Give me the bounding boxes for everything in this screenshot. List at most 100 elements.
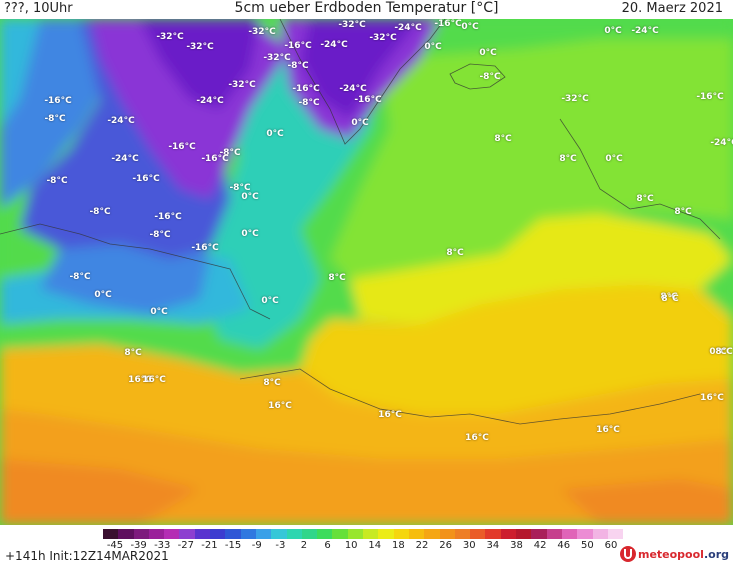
temperature-label: 0°C [605,154,623,164]
temperature-labels: -32°C -32°C -32°C -16°C -24°C -32°C -32°C -8°C -… [0,19,733,525]
color-scale-swatch [485,529,501,539]
temperature-label: -32°C [561,94,589,104]
color-scale-swatch [561,529,578,539]
temperature-label: 16°C [596,425,620,435]
temperature-label: -24°C [394,23,422,33]
color-scale-tick: 6 [324,540,331,551]
zone-orange-yellow [0,344,733,459]
color-scale-swatch [210,529,226,539]
temperature-label: -16°C [191,243,219,253]
init-time-label: +141h Init:12Z14MAR2021 [5,549,169,563]
color-scale-swatch [393,529,409,539]
color-scale-swatch [118,529,134,539]
temperature-label: -8°C [46,176,68,186]
temperature-label: -32°C [369,33,397,43]
temperature-map [0,19,733,525]
color-scale-swatch [408,529,425,539]
color-scale-swatch [516,529,532,539]
color-scale-swatch [317,529,333,539]
color-scale-tick: -9 [251,540,262,551]
color-scale-tick: 50 [581,540,594,551]
temperature-label: -24°C [339,84,367,94]
europe-coast [559,118,721,240]
color-scale-swatch [103,529,119,539]
temperature-label: -24°C [710,138,733,148]
map-footer: -45 -39 -33 -27 -21 -15 -9 -3 2 6 10 14 18 22 26 30 34 38… [0,525,733,566]
color-scale-ticks: -45 -39 -33 -27 -21 -15 -9 -3 2 6 10 14 18 22 26 30 34 38… [103,540,623,552]
temperature-label: -8°C [89,207,111,217]
color-scale-swatch [240,529,256,539]
temperature-label: -32°C [248,27,276,37]
temperature-label: 0°C [479,48,497,58]
africa-coast [239,368,701,425]
temperature-label: -24°C [107,116,135,126]
color-scale-tick: 18 [392,540,405,551]
temperature-label: 8°C [494,134,512,144]
color-scale-tick: 42 [533,540,547,551]
meteopool-logo-icon [619,546,636,562]
color-scale-tick: -15 [224,540,242,551]
color-scale-swatch [133,529,149,539]
temperature-label: 16°C [700,393,724,403]
color-scale-swatch [439,529,455,539]
zone-lime [330,39,733,289]
temperature-label: -8°C [229,183,251,193]
color-scale-swatch [255,529,272,539]
color-scale-tick: 10 [344,540,358,551]
temperature-label: 16°C [142,375,166,385]
temperature-label: -24°C [320,40,348,50]
color-scale-swatch [378,529,394,539]
temperature-label: 0°C [241,229,259,239]
temperature-label: -16°C [354,95,382,105]
color-scale-tick: 34 [486,540,500,551]
color-scale-tick: 2 [300,540,308,551]
color-scale-swatch [607,529,624,539]
color-scale-tick: 46 [557,540,571,551]
color-scale-swatch [225,529,241,539]
temperature-label: -32°C [338,20,366,30]
color-scale-tick: -39 [130,540,147,551]
color-scale-tick: -33 [154,540,171,551]
temperature-label: -8°C [298,98,320,108]
color-scale-swatch [271,529,287,539]
color-scale-tick: -3 [275,540,286,551]
temperature-label: 0°C [604,26,622,36]
temperature-label: 8°C [559,154,577,164]
color-scale-bar [103,529,624,539]
coastlines [0,19,721,425]
color-scale-swatch [546,529,562,539]
map-title: 5cm ueber Erdboden Temperatur [°C] [234,0,499,16]
temperature-label: 16°C [378,410,402,420]
forecast-date-label: 20. Maerz 2021 [621,1,723,16]
color-scale-swatch [592,529,608,539]
temperature-label: 0°C [461,22,479,32]
color-scale-swatch [164,529,180,539]
temperature-label: 8°C [715,347,733,357]
temperature-label: 0°C [424,42,442,52]
color-scale-tick: 26 [439,540,453,551]
temperature-label: -16°C [168,142,196,152]
temperature-label: -16°C [201,154,229,164]
temperature-label: -32°C [228,80,256,90]
color-scale-tick: 38 [510,540,523,551]
color-scale-tick: 22 [415,540,429,551]
temperature-label: -24°C [111,154,139,164]
temperature-label: -8°C [44,114,66,124]
temperature-label: -8°C [219,148,241,158]
temperature-label: 0°C [150,307,168,317]
temperature-label: 0°C [261,296,279,306]
temperature-label: -16°C [132,174,160,184]
color-scale-swatch [577,529,593,539]
temperature-label: 8°C [636,194,654,204]
color-scale-swatch [470,529,486,539]
temperature-label: -16°C [154,212,182,222]
zone-yellow [350,214,733,324]
temperature-label: 8°C [328,273,346,283]
color-scale-swatch [347,529,364,539]
logo-text: meteopool.org [638,548,729,561]
temperature-label: 0°C [241,192,259,202]
temperature-label: -32°C [186,42,214,52]
color-scale-swatch [286,529,302,539]
zone-deep-violet [140,19,420,119]
temperature-label: -16°C [44,96,72,106]
